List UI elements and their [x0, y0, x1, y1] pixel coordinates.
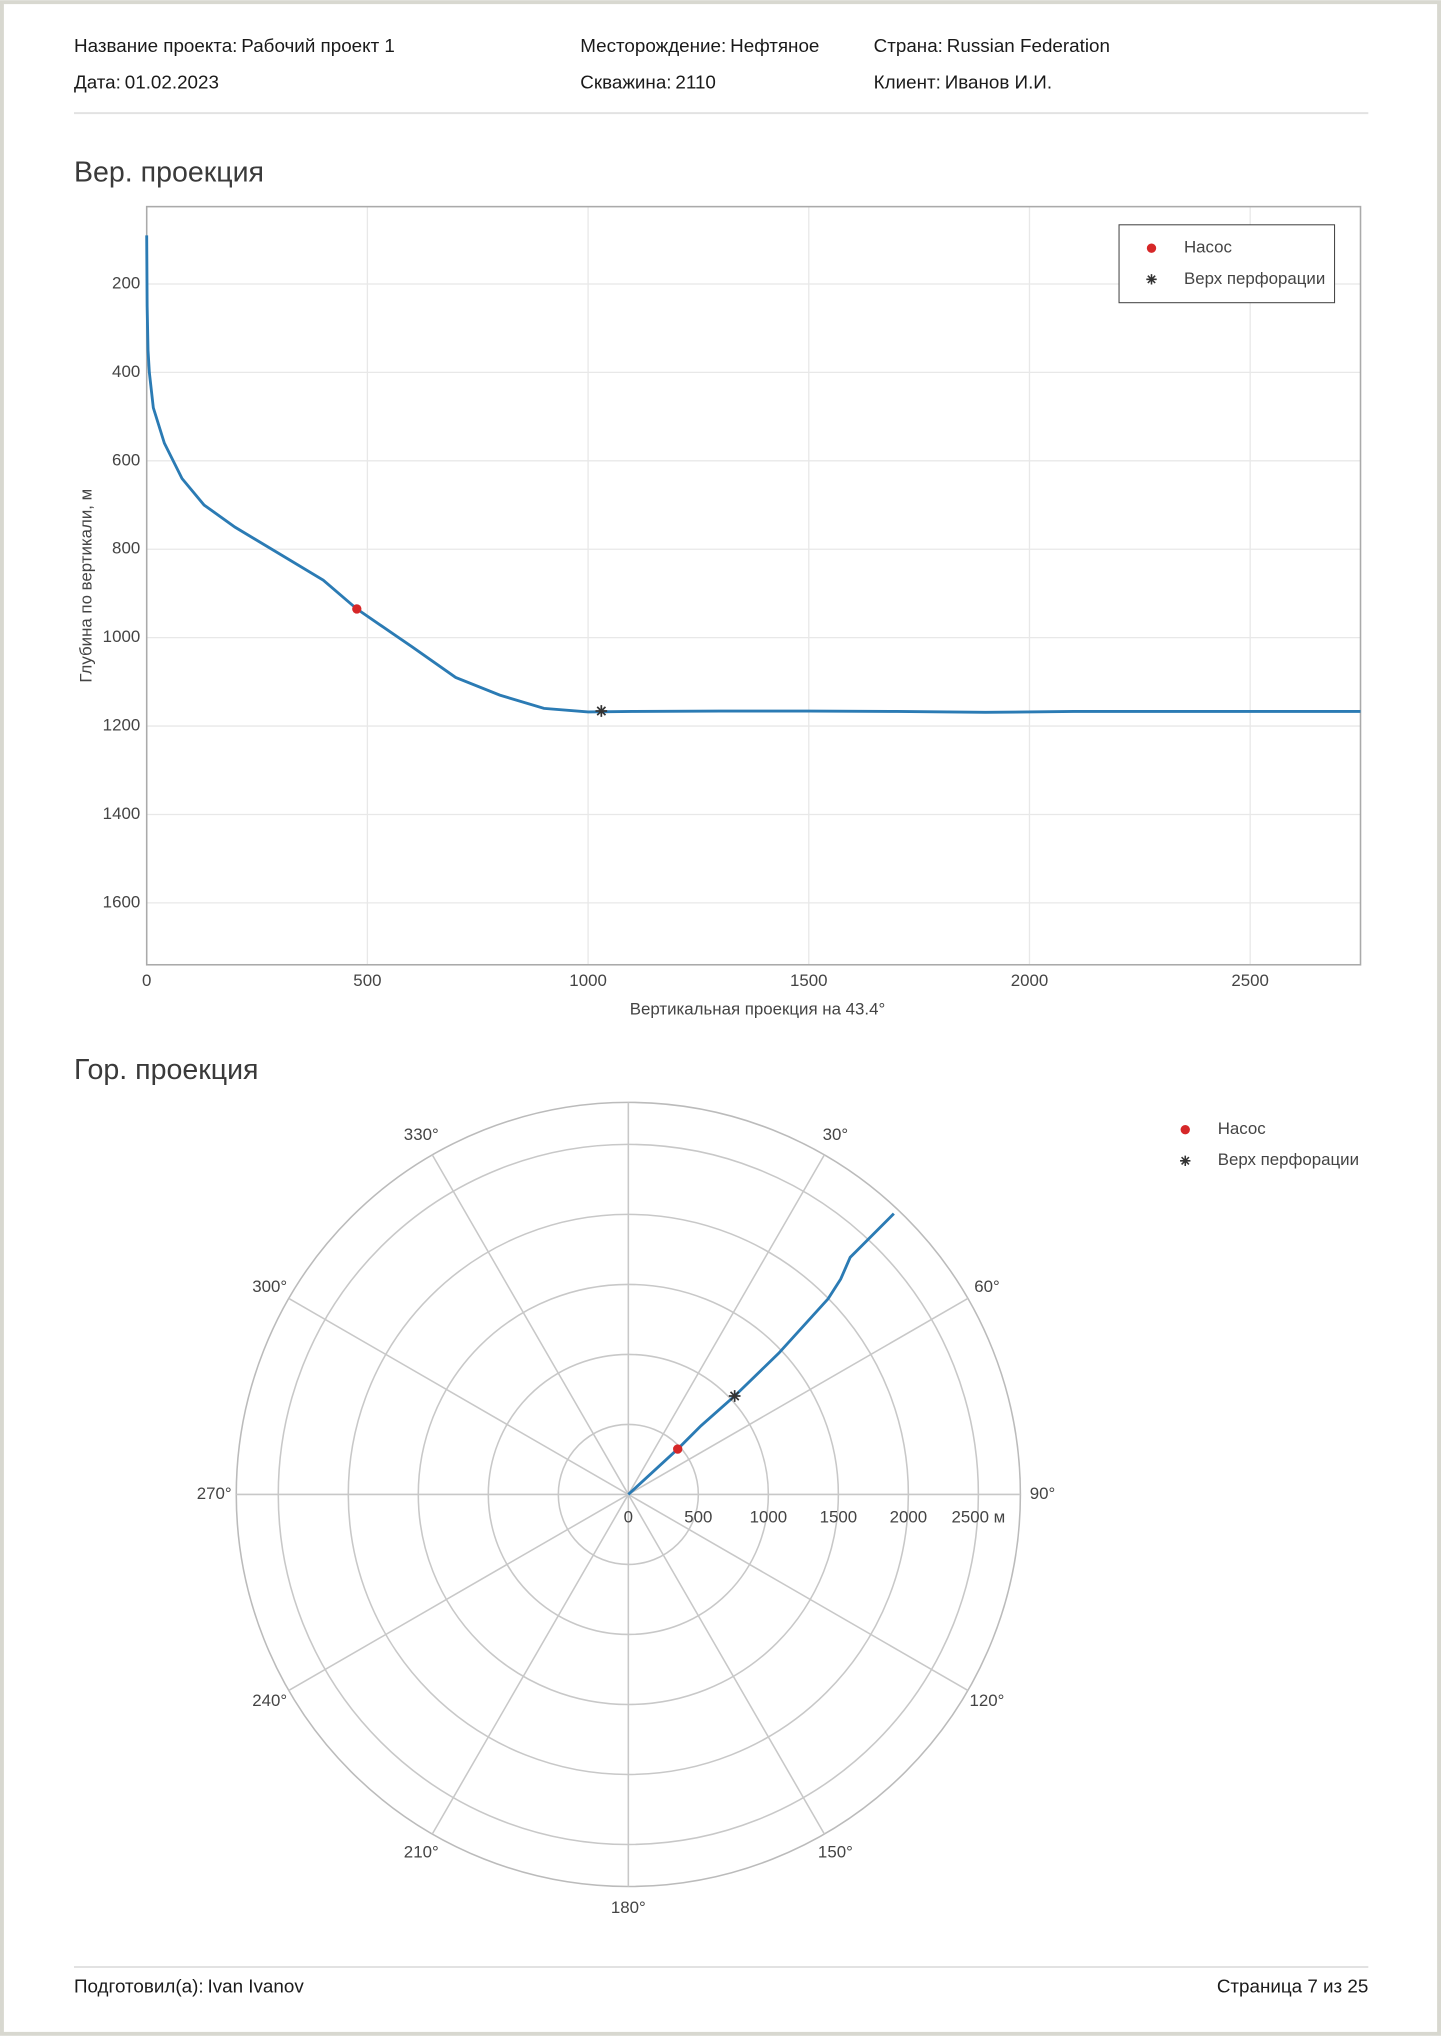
- theta-tick-label: 330°: [404, 1125, 439, 1144]
- grid-spoke: [627, 1297, 969, 1496]
- grid-spoke: [288, 1297, 629, 1496]
- marker-star: [595, 705, 608, 717]
- r-tick-label: 0: [624, 1507, 633, 1526]
- footer-prepared: Подготовил(а): Ivan Ivanov: [74, 1976, 304, 1997]
- theta-tick-label: 30°: [823, 1125, 849, 1144]
- y-tick-label: 600: [112, 450, 140, 469]
- plot-frame: [145, 205, 1362, 966]
- marker-dot: [673, 1444, 683, 1454]
- header-field: Месторождение: Нефтяное: [580, 35, 819, 56]
- value: Иванов И.И.: [945, 71, 1052, 92]
- header-field: Клиент: Иванов И.И.: [874, 71, 1052, 92]
- grid-spoke: [431, 1154, 630, 1495]
- legend-label: Верх перфорации: [1184, 269, 1325, 288]
- grid-spoke: [431, 1494, 630, 1835]
- x-tick-label: 1000: [569, 971, 607, 990]
- legend-label: Насос: [1184, 238, 1232, 257]
- value: Нефтяное: [730, 35, 819, 56]
- theta-tick-label: 270°: [197, 1484, 232, 1503]
- theta-tick-label: 180°: [611, 1898, 646, 1917]
- y-tick-label: 800: [112, 539, 140, 558]
- legend-marker: [1180, 1124, 1190, 1135]
- label: Подготовил(а):: [74, 1976, 204, 1997]
- y-tick-label: 1400: [103, 804, 141, 823]
- theta-tick-label: 60°: [974, 1277, 1000, 1296]
- theta-tick-label: 240°: [252, 1691, 287, 1710]
- value: Russian Federation: [947, 35, 1110, 56]
- x-tick-label: 0: [142, 971, 151, 990]
- section-title: Вер. проекция: [74, 157, 264, 189]
- legend-marker: [1146, 274, 1157, 285]
- r-tick-label: 1500: [820, 1507, 858, 1526]
- label: Страна:: [874, 35, 943, 56]
- marker-star: [728, 1390, 741, 1402]
- value: 2110: [675, 71, 715, 92]
- value: 01.02.2023: [125, 71, 219, 92]
- value: Рабочий проект 1: [241, 35, 395, 56]
- r-tick-label: 2500 м: [951, 1507, 1005, 1526]
- header-field: Название проекта: Рабочий проект 1: [74, 35, 395, 56]
- y-axis-label: Глубина по вертикали, м: [76, 489, 95, 683]
- grid-ring: [417, 1283, 840, 1706]
- trajectory-line: [627, 1212, 895, 1496]
- label: Дата:: [74, 71, 121, 92]
- label: Клиент:: [874, 71, 941, 92]
- section-title: Гор. проекция: [74, 1054, 258, 1086]
- theta-tick-label: 300°: [252, 1277, 287, 1296]
- y-tick-label: 1000: [103, 627, 141, 646]
- theta-tick-label: 90°: [1030, 1484, 1056, 1503]
- label: Название проекта:: [74, 35, 237, 56]
- grid-spoke: [627, 1494, 826, 1835]
- y-tick-label: 200: [112, 273, 140, 292]
- footer-page: Страница 7 из 25: [1217, 1976, 1368, 1997]
- y-tick-label: 1200: [103, 716, 141, 735]
- r-tick-label: 500: [684, 1507, 712, 1526]
- label: Скважина:: [580, 71, 671, 92]
- r-tick-label: 2000: [890, 1507, 928, 1526]
- legend-label: Верх перфорации: [1218, 1150, 1359, 1169]
- r-tick-label: 1000: [750, 1507, 788, 1526]
- label: Месторождение:: [580, 35, 726, 56]
- x-axis-label: Вертикальная проекция на 43.4°: [630, 1000, 885, 1019]
- legend-box: [1118, 224, 1336, 304]
- grid-ring: [487, 1353, 770, 1636]
- legend-marker: [1146, 243, 1157, 253]
- grid-spoke: [627, 1493, 969, 1692]
- x-tick-label: 2000: [1011, 971, 1049, 990]
- grid-ring: [347, 1213, 910, 1776]
- grid-ring: [557, 1423, 700, 1566]
- grid-spoke: [627, 1154, 826, 1495]
- legend-label: Насос: [1218, 1119, 1266, 1138]
- header-field: Страна: Russian Federation: [874, 35, 1110, 56]
- grid-spoke: [288, 1493, 629, 1692]
- legend-marker: [1180, 1155, 1191, 1166]
- marker-dot: [352, 604, 362, 614]
- theta-tick-label: 120°: [970, 1691, 1005, 1710]
- y-tick-label: 1600: [103, 892, 141, 911]
- trajectory-line: [145, 235, 1361, 714]
- theta-tick-label: 150°: [818, 1843, 853, 1862]
- header-field: Скважина: 2110: [580, 71, 716, 92]
- x-tick-label: 2500: [1231, 971, 1269, 990]
- value: Ivan Ivanov: [208, 1976, 305, 1997]
- header-field: Дата: 01.02.2023: [74, 71, 219, 92]
- y-tick-label: 400: [112, 362, 140, 381]
- theta-tick-label: 210°: [404, 1843, 439, 1862]
- x-tick-label: 500: [353, 971, 381, 990]
- x-tick-label: 1500: [790, 971, 828, 990]
- grid-ring: [277, 1143, 980, 1846]
